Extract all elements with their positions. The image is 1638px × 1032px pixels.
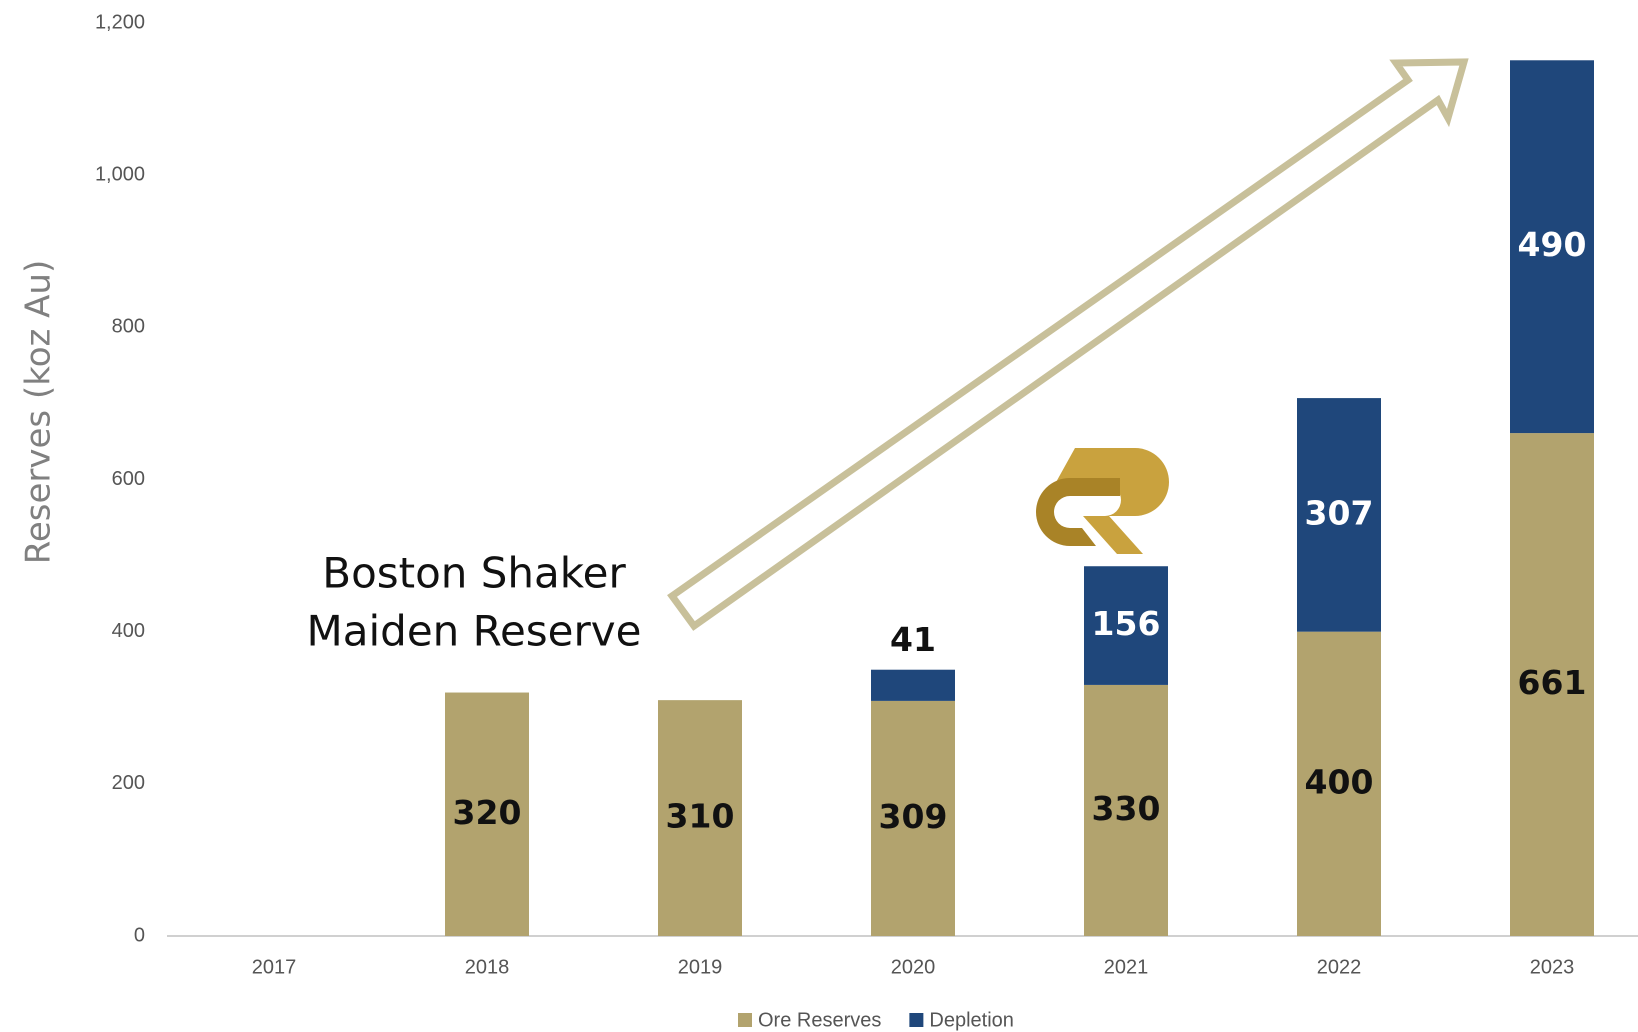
value-label: 330 [1092, 789, 1161, 828]
value-label: 156 [1092, 604, 1161, 643]
trend-arrow [667, 58, 1469, 631]
annotation: Boston Shaker [322, 549, 626, 598]
x-tick-label: 2022 [1317, 956, 1362, 978]
logo [1036, 448, 1169, 554]
value-label: 41 [890, 620, 936, 659]
y-tick-label: 1,200 [95, 11, 145, 33]
y-tick-label: 0 [134, 924, 145, 946]
legend-label: Depletion [929, 1009, 1014, 1031]
x-tick-label: 2019 [678, 956, 723, 978]
bar-segment [445, 692, 529, 936]
value-label: 661 [1518, 663, 1587, 702]
y-tick-label: 400 [112, 620, 145, 642]
y-tick-label: 200 [112, 772, 145, 794]
value-label: 400 [1305, 762, 1374, 801]
x-tick-label: 2017 [252, 956, 297, 978]
legend-label: Ore Reserves [758, 1009, 881, 1031]
y-axis-label: Reserves (koz Au) [19, 260, 59, 564]
bar-segment [1297, 398, 1381, 632]
y-tick-label: 800 [112, 316, 145, 338]
bar-segment [1297, 631, 1381, 936]
bar-segment [658, 700, 742, 936]
legend-swatch [738, 1013, 752, 1027]
value-label: 310 [666, 797, 735, 836]
x-tick-label: 2020 [891, 956, 936, 978]
legend-swatch [909, 1013, 924, 1027]
value-label: 490 [1518, 225, 1587, 264]
bar-segment [871, 669, 955, 701]
x-tick-label: 2021 [1104, 956, 1149, 978]
annotation: Maiden Reserve [307, 607, 642, 656]
y-tick-label: 1,000 [95, 163, 145, 185]
bar-segment [871, 700, 955, 936]
value-label: 309 [879, 797, 948, 836]
bar-segment [1510, 60, 1594, 434]
bar-segment [1510, 433, 1594, 936]
y-tick-label: 600 [112, 468, 145, 490]
x-tick-label: 2023 [1530, 956, 1575, 978]
value-label: 320 [453, 793, 522, 832]
bar-segment [1084, 684, 1168, 936]
x-tick-label: 2018 [465, 956, 510, 978]
bar-segment [1084, 566, 1168, 685]
value-label: 307 [1305, 493, 1374, 532]
